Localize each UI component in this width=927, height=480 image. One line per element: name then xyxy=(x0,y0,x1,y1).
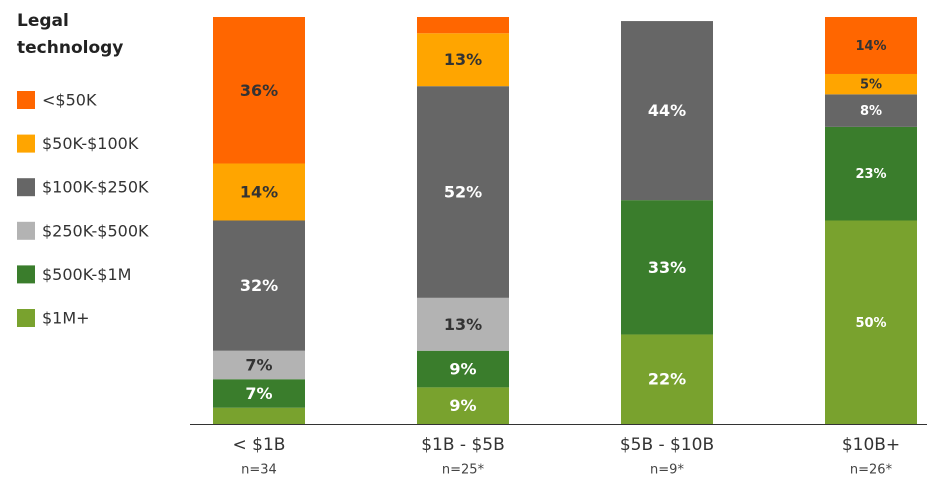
legend-swatch xyxy=(17,309,35,327)
bar-segment xyxy=(213,163,305,221)
bar-segment xyxy=(825,17,917,74)
bar-segment xyxy=(417,387,509,424)
legend-label: $250K-$500K xyxy=(42,221,149,240)
legend-swatch xyxy=(17,178,35,197)
bar-segment xyxy=(417,297,509,351)
bar-segment xyxy=(213,350,305,380)
legend-swatch xyxy=(17,91,35,109)
bar-segment xyxy=(213,17,305,164)
data-label: 5% xyxy=(860,78,882,93)
x-tick-label: < $1B xyxy=(233,435,286,455)
bar-segment xyxy=(621,21,713,201)
bar-segment xyxy=(825,73,917,95)
bar-segment xyxy=(621,334,713,424)
bar-segment xyxy=(621,200,713,335)
x-tick-label: $1B - $5B xyxy=(421,435,505,455)
data-label: 44% xyxy=(648,101,686,120)
data-label: 14% xyxy=(855,39,886,54)
data-label: 9% xyxy=(449,360,476,379)
data-label: 13% xyxy=(444,315,482,334)
legend-label: $100K-$250K xyxy=(42,178,149,197)
bar-segment xyxy=(825,94,917,127)
bar-segment xyxy=(213,407,305,424)
legend-title: Legal technology xyxy=(17,11,124,58)
data-label: 8% xyxy=(860,104,882,119)
sample-size-label: n=9* xyxy=(650,463,684,478)
data-label: 32% xyxy=(240,276,278,295)
data-label: 22% xyxy=(648,370,686,389)
data-label: 7% xyxy=(245,384,272,403)
data-label: 50% xyxy=(855,316,886,331)
bar-segment xyxy=(213,379,305,408)
legend-swatch xyxy=(17,134,35,153)
bar-segment xyxy=(417,33,509,87)
data-label: 13% xyxy=(444,50,482,69)
data-label: 33% xyxy=(648,258,686,277)
bar-segment xyxy=(825,220,917,424)
x-tick-label: $10B+ xyxy=(842,435,900,455)
legend-label: $500K-$1M xyxy=(42,265,131,284)
sample-size-label: n=26* xyxy=(850,463,893,478)
bar-segment xyxy=(417,86,509,298)
bar-segment xyxy=(417,350,509,388)
legend-label: $1M+ xyxy=(42,309,90,328)
data-label: 14% xyxy=(240,183,278,202)
legend-swatch xyxy=(17,265,35,284)
bar-segment xyxy=(825,126,917,221)
legend-label: $50K-$100K xyxy=(42,134,139,153)
sample-size-label: n=34 xyxy=(241,463,277,478)
data-label: 23% xyxy=(855,167,886,182)
data-label: 9% xyxy=(449,396,476,415)
data-label: 36% xyxy=(240,81,278,100)
data-label: 52% xyxy=(444,183,482,202)
x-tick-label: $5B - $10B xyxy=(620,435,714,455)
sample-size-label: n=25* xyxy=(442,463,485,478)
bar-segment xyxy=(213,220,305,351)
bar-segment xyxy=(417,17,509,34)
data-label: 7% xyxy=(245,355,272,374)
legend-swatch xyxy=(17,221,35,240)
legend-label: <$50K xyxy=(42,91,97,110)
